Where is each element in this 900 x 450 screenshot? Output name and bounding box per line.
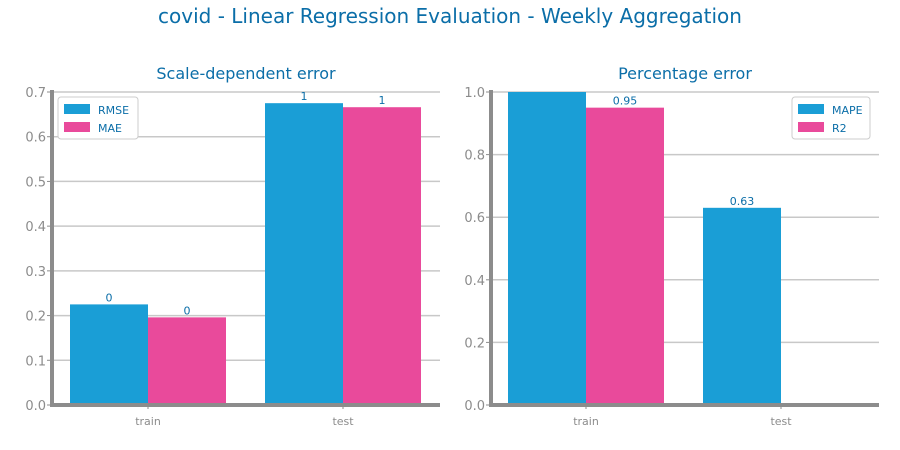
bar-mape-train (508, 92, 586, 405)
y-tick-label: 1.0 (464, 86, 485, 101)
y-tick-label: 0.2 (464, 336, 485, 351)
y-tick-label: 0.0 (464, 399, 485, 414)
bar-mae-test (343, 107, 421, 406)
x-tick-label: test (770, 415, 792, 428)
y-tick-label: 0.6 (25, 131, 46, 146)
bar-rmse-train (70, 304, 148, 405)
y-tick-label: 0.2 (25, 310, 46, 325)
y-tick-label: 0.6 (464, 211, 485, 226)
chart-panel-1: Scale-dependent error 0.0 0.1 0.2 0.3 0.4 0.5 0… (25, 64, 440, 428)
data-label: 0.95 (613, 95, 638, 108)
legend-label: R2 (832, 122, 847, 135)
legend: RMSE MAE (57, 96, 139, 140)
data-label: 1 (301, 90, 308, 103)
data-label: 1 (379, 94, 386, 107)
legend-swatch (798, 122, 824, 132)
chart-title: Percentage error (618, 64, 752, 83)
bar-mape-test (703, 207, 781, 405)
chart-title: Scale-dependent error (156, 64, 336, 83)
y-tick-label: 0.5 (25, 175, 46, 190)
legend-label: MAPE (832, 104, 863, 117)
y-tick-label: 0.1 (25, 354, 46, 369)
figure-title: covid - Linear Regression Evaluation - W… (158, 4, 742, 28)
legend-swatch (64, 122, 90, 132)
bar-mae-train (148, 317, 226, 405)
legend: MAPE R2 (791, 96, 871, 140)
data-label: 0 (106, 291, 113, 304)
y-tick-label: 0.0 (25, 399, 46, 414)
legend-label: MAE (98, 122, 122, 135)
data-label: 0 (184, 304, 191, 317)
x-tick-label: train (135, 415, 161, 428)
chart-panel-2: Percentage error 0.0 0.2 0.4 0.6 0.8 1.0 0.95 tr… (464, 64, 879, 428)
y-tick-label: 0.8 (464, 149, 485, 164)
x-tick-label: test (332, 415, 354, 428)
y-tick-label: 0.4 (25, 220, 46, 235)
y-tick-label: 0.4 (464, 274, 485, 289)
bar-rmse-test (265, 103, 343, 405)
bar-r2-train (586, 107, 664, 406)
legend-swatch (798, 104, 824, 114)
legend-label: RMSE (98, 104, 129, 117)
data-label: 0.63 (730, 195, 755, 208)
y-tick-label: 0.7 (25, 86, 46, 101)
x-tick-label: train (573, 415, 599, 428)
y-tick-label: 0.3 (25, 265, 46, 280)
legend-swatch (64, 104, 90, 114)
